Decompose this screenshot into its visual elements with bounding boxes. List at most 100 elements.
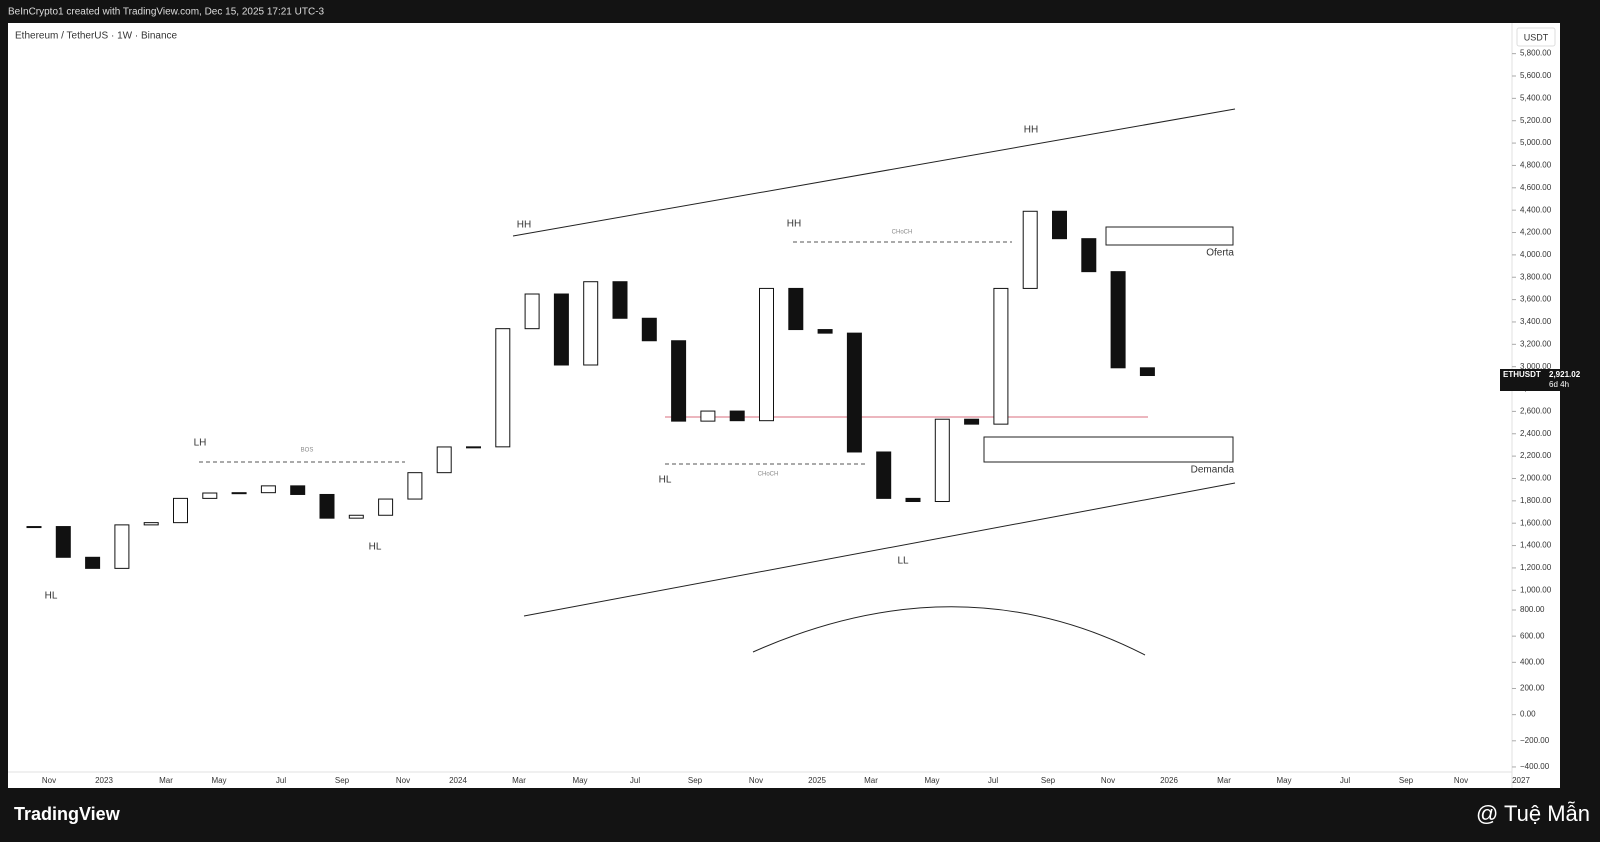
- candle: [202, 492, 218, 499]
- y2-tick-label: 200.00: [1520, 684, 1545, 693]
- candle: [1081, 238, 1097, 273]
- last-symbol: ETHUSDT: [1503, 370, 1541, 379]
- candle: [964, 418, 980, 425]
- candle: [876, 451, 892, 499]
- currency-box[interactable]: [1516, 27, 1556, 47]
- y-tick-label: 1,000.00: [1520, 585, 1552, 594]
- supply-zone: [1105, 226, 1234, 246]
- x-tick-label: Sep: [335, 776, 350, 785]
- y-tick-label: 5,800.00: [1520, 49, 1552, 58]
- y-tick-label: 2,000.00: [1520, 474, 1552, 483]
- header-text: BeInCrypto1 created with TradingView.com…: [8, 7, 325, 18]
- candle: [905, 497, 921, 503]
- candle: [495, 328, 511, 448]
- lower-trendline: [523, 482, 1236, 617]
- y2-tick-label: 800.00: [1520, 605, 1545, 614]
- annotation: LL: [897, 556, 909, 567]
- x-tick-label: Nov: [396, 776, 410, 785]
- x-tick-label: May: [924, 776, 939, 785]
- y-tick-label: 1,400.00: [1520, 541, 1552, 550]
- annotation: Oferta: [1206, 248, 1234, 259]
- annotation: HL: [369, 542, 382, 553]
- arc: [752, 606, 1146, 656]
- y-tick-label: 3,000.00: [1520, 362, 1552, 371]
- annotation: HH: [517, 220, 531, 231]
- candle: [671, 340, 687, 422]
- annotation: CHoCH: [758, 472, 779, 478]
- y2-tick-label: −400.00: [1520, 762, 1550, 771]
- y2-tick-label: −200.00: [1520, 736, 1550, 745]
- candle: [788, 287, 804, 331]
- y-tick-label: 5,600.00: [1520, 71, 1552, 80]
- x-tick-label: Sep: [1041, 776, 1056, 785]
- annotation: HH: [787, 219, 801, 230]
- x-tick-label: Mar: [512, 776, 526, 785]
- last-price-box: [1500, 369, 1586, 391]
- candle: [524, 293, 540, 330]
- candle: [612, 281, 628, 319]
- candle: [55, 526, 71, 558]
- y-tick-label: 4,400.00: [1520, 205, 1552, 214]
- x-tick-label: Mar: [159, 776, 173, 785]
- last-price: 2,921.02: [1549, 370, 1581, 379]
- candle: [173, 497, 188, 524]
- candle: [1022, 210, 1038, 289]
- upper-trendline: [512, 108, 1236, 237]
- candle: [759, 287, 774, 422]
- y-tick-label: 5,400.00: [1520, 93, 1552, 102]
- y-tick-label: 1,200.00: [1520, 563, 1552, 572]
- y-tick-label: 2,400.00: [1520, 429, 1552, 438]
- x-tick-label: Nov: [42, 776, 56, 785]
- annotation: HL: [659, 475, 672, 486]
- y-tick-label: 4,800.00: [1520, 161, 1552, 170]
- annotation: BOS: [301, 448, 314, 454]
- x-tick-label: May: [211, 776, 226, 785]
- y-tick-label: 5,000.00: [1520, 138, 1552, 147]
- y-tick-label: 3,200.00: [1520, 339, 1552, 348]
- y2-tick-label: 0.00: [1520, 710, 1536, 719]
- x-tick-label: Nov: [1101, 776, 1115, 785]
- brand: TradingView: [14, 804, 121, 824]
- candle: [260, 485, 276, 494]
- candle: [114, 524, 130, 569]
- x-tick-label: Sep: [688, 776, 703, 785]
- y2-tick-label: 600.00: [1520, 631, 1545, 640]
- x-tick-label: Nov: [1454, 776, 1468, 785]
- candle: [1052, 210, 1067, 240]
- candle: [817, 329, 833, 334]
- x-tick-label: Nov: [749, 776, 763, 785]
- countdown: 6d 4h: [1549, 380, 1569, 389]
- x-tick-label: 2023: [95, 776, 113, 785]
- x-tick-label: Jul: [1340, 776, 1350, 785]
- x-tick-label: Jul: [276, 776, 286, 785]
- candle: [378, 498, 394, 516]
- y-tick-label: 3,400.00: [1520, 317, 1552, 326]
- candle: [348, 514, 364, 519]
- y-tick-label: 3,600.00: [1520, 295, 1552, 304]
- credit: @ Tuệ Mẫn: [1476, 801, 1590, 826]
- y-tick-label: 4,200.00: [1520, 228, 1552, 237]
- annotation: HH: [1024, 125, 1038, 136]
- candle: [436, 446, 452, 474]
- y-tick-label: 4,000.00: [1520, 250, 1552, 259]
- candle: [641, 317, 657, 342]
- candle: [729, 410, 745, 422]
- candle: [1110, 271, 1126, 369]
- x-tick-label: Sep: [1399, 776, 1414, 785]
- annotation: CHoCH: [892, 230, 913, 236]
- x-tick-label: 2027: [1512, 776, 1530, 785]
- chart-title: Ethereum / TetherUS · 1W · Binance: [15, 31, 178, 42]
- candle: [934, 418, 950, 503]
- candle: [85, 556, 101, 569]
- demand-zone: [983, 436, 1234, 463]
- x-tick-label: Jul: [630, 776, 640, 785]
- y-tick-label: 3,800.00: [1520, 272, 1552, 281]
- annotation: Demanda: [1191, 465, 1235, 476]
- y-tick-label: 2,600.00: [1520, 407, 1552, 416]
- candle: [846, 332, 862, 453]
- candle: [143, 522, 159, 526]
- x-tick-label: May: [1276, 776, 1291, 785]
- x-tick-label: Mar: [1217, 776, 1231, 785]
